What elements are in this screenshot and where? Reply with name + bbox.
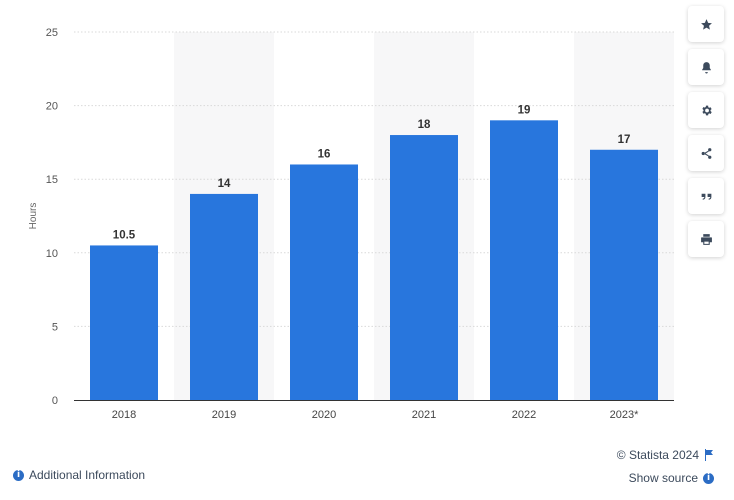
- settings-button[interactable]: [688, 92, 724, 128]
- y-tick-10: 10: [46, 248, 58, 260]
- bar-2019: [190, 193, 258, 400]
- favorite-button[interactable]: [688, 6, 724, 42]
- y-tick-15: 15: [46, 174, 58, 186]
- bar-2018: [90, 245, 158, 400]
- data-label-2020: 16: [318, 148, 331, 160]
- data-label-2019: 14: [218, 178, 231, 190]
- notification-button[interactable]: [688, 49, 724, 85]
- print-button[interactable]: [688, 221, 724, 257]
- additional-information-link[interactable]: i Additional Information: [13, 468, 145, 482]
- data-labels: 10.5 14 16 18 19 17: [113, 104, 631, 241]
- x-tick-2022: 2022: [512, 409, 536, 421]
- x-tick-2021: 2021: [412, 409, 436, 421]
- y-tick-20: 20: [46, 101, 58, 113]
- bar-2021: [390, 135, 458, 401]
- y-tick-0: 0: [52, 395, 58, 407]
- print-icon: [700, 233, 712, 245]
- additional-information-label: Additional Information: [29, 468, 146, 482]
- flag-icon[interactable]: [704, 449, 714, 461]
- copyright-text: © Statista 2024: [616, 448, 699, 462]
- y-tick-5: 5: [52, 321, 58, 333]
- y-axis-label: Hours: [28, 203, 39, 230]
- x-tick-2020: 2020: [312, 409, 336, 421]
- footer-source: © Statista 2024 Show source i: [617, 447, 714, 486]
- bar-2023*: [590, 149, 658, 400]
- bell-icon: [701, 61, 711, 73]
- bar-2020: [290, 164, 358, 400]
- gear-icon: [701, 105, 712, 115]
- show-source-label: Show source: [628, 471, 698, 485]
- data-label-2022: 19: [518, 104, 531, 116]
- share-icon: [701, 147, 711, 159]
- y-axis-ticks: 0 5 10 15 20 25: [46, 27, 58, 407]
- data-label-2018: 10.5: [113, 229, 136, 241]
- quote-icon: [701, 193, 711, 200]
- x-tick-2018: 2018: [112, 409, 136, 421]
- star-icon: [700, 18, 712, 30]
- y-tick-25: 25: [46, 27, 58, 39]
- data-label-2023*: 17: [618, 134, 631, 146]
- x-axis-ticks: 2018 2019 2020 2021 2022 2023*: [112, 409, 639, 421]
- info-icon: i: [13, 469, 24, 481]
- share-button[interactable]: [688, 135, 724, 171]
- cite-button[interactable]: [688, 178, 724, 214]
- info-icon: i: [703, 472, 714, 484]
- bars: [90, 120, 658, 401]
- x-tick-2019: 2019: [212, 409, 236, 421]
- show-source-link[interactable]: Show source i: [617, 470, 714, 486]
- x-tick-2023*: 2023*: [610, 409, 639, 421]
- gridlines: [74, 31, 674, 401]
- bar-2022: [490, 120, 558, 400]
- data-label-2021: 18: [418, 119, 431, 131]
